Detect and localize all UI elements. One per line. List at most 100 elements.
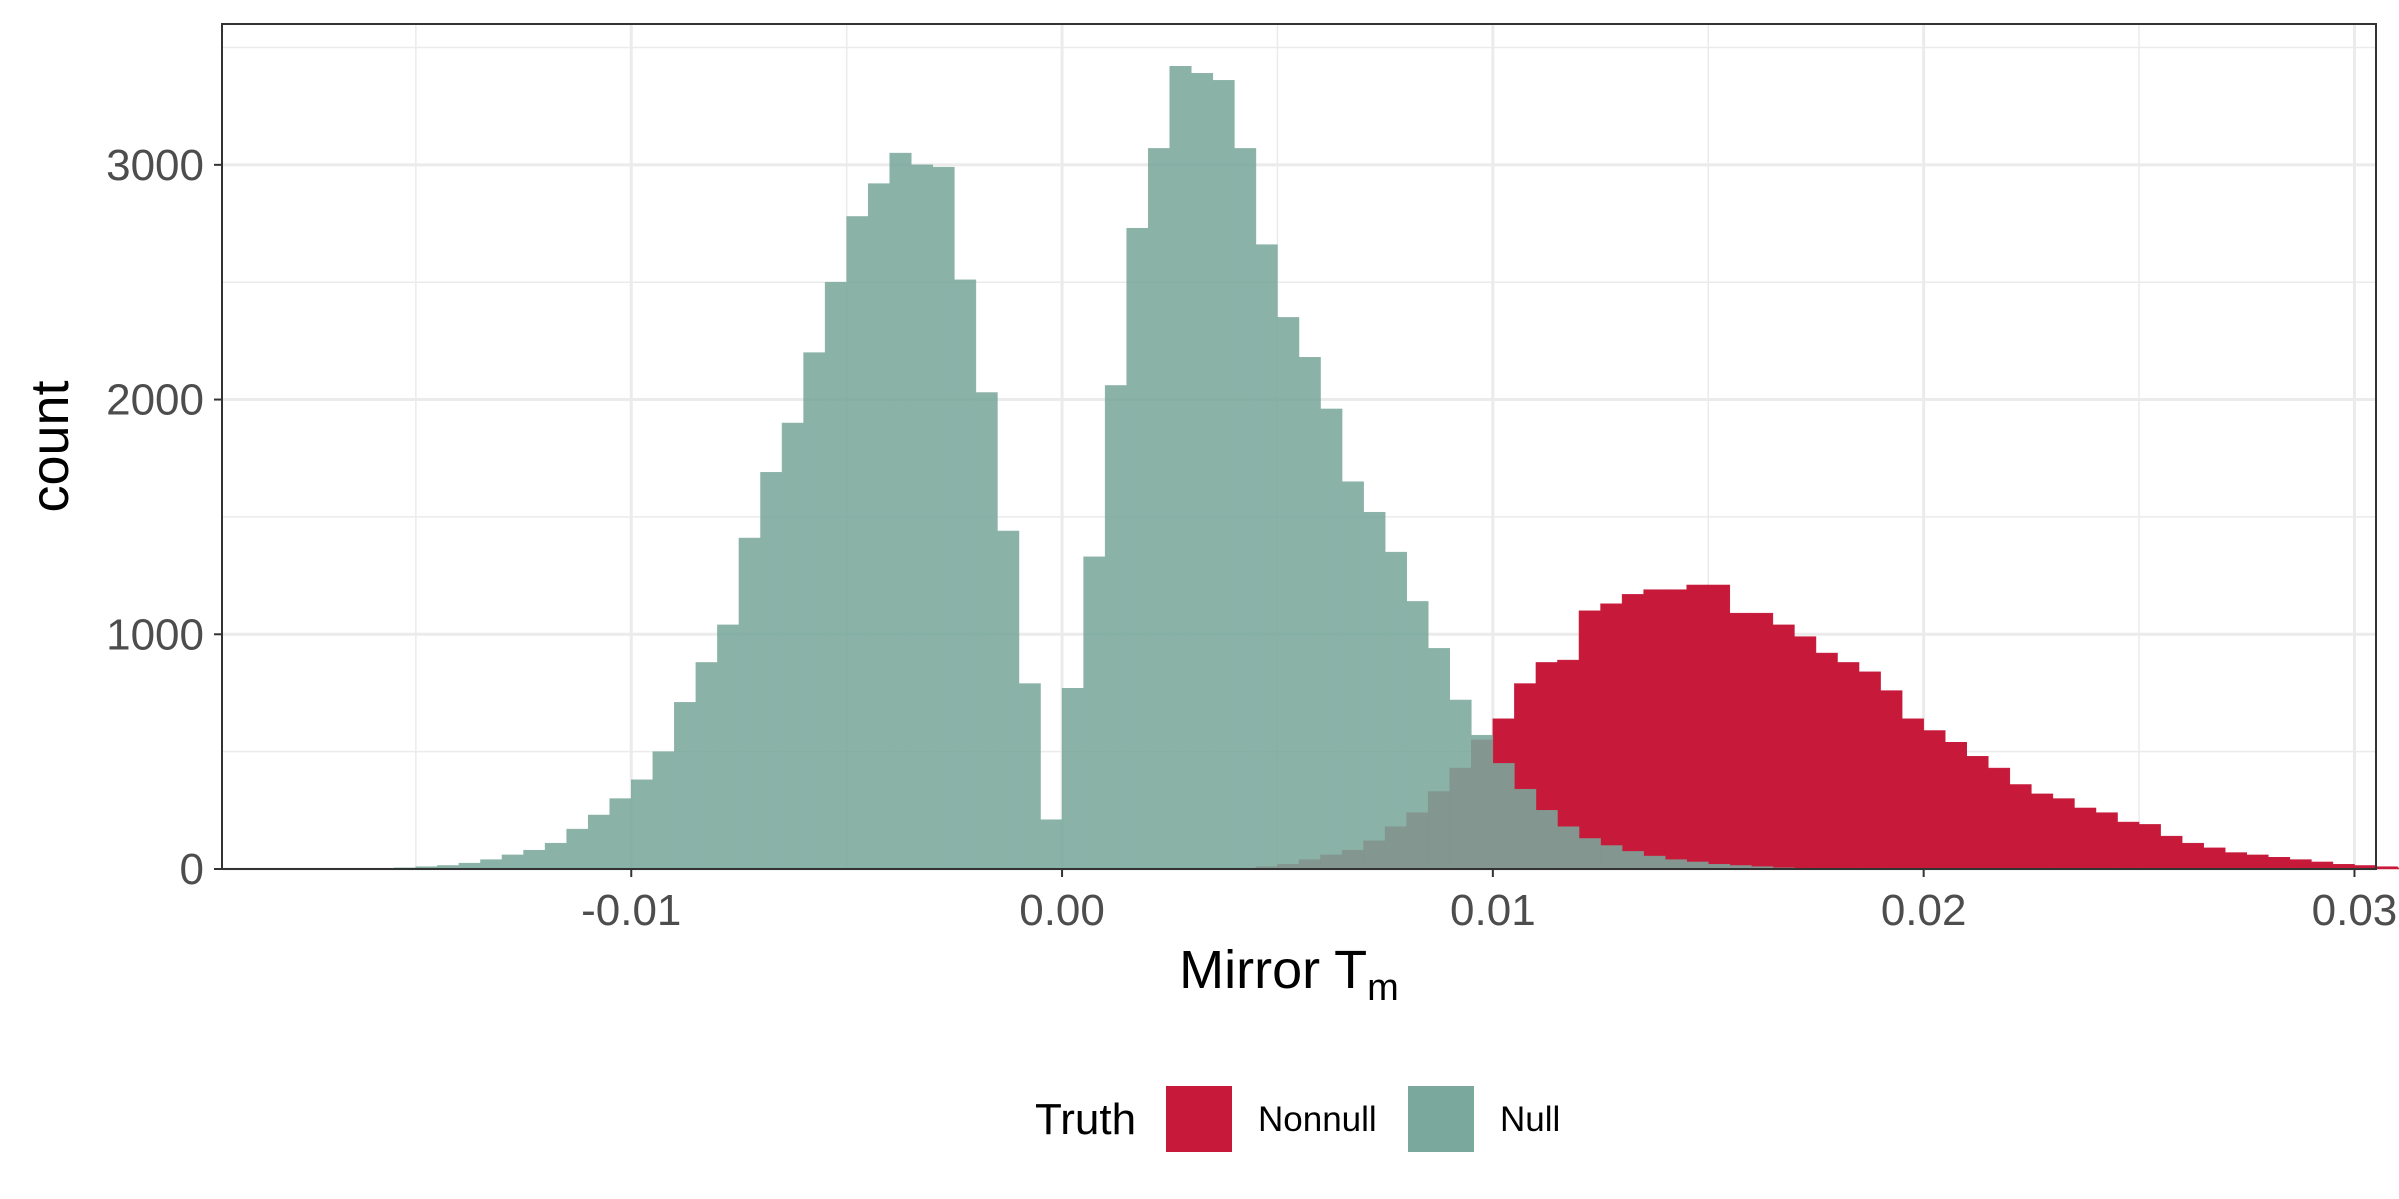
histogram-bar-null [1298,357,1321,870]
histogram-bar-null [523,849,546,870]
x-axis-title-main: Mirror T [1179,940,1367,1000]
x-tick-label: 0.00 [1019,886,1105,935]
histogram-bar-null [889,152,912,870]
histogram-bar-nonnull [2375,866,2398,870]
histogram-bar-nonnull [1966,756,1989,870]
histogram-bar-nonnull [1643,589,1666,870]
legend-title: Truth [1035,1095,1136,1144]
histogram-bar-nonnull [1708,584,1731,870]
histogram-bar-nonnull [1686,584,1709,870]
histogram-bars [394,66,2399,870]
plot-panel-border [221,23,2377,870]
histogram-bar-null [1104,385,1127,870]
histogram-bar-nonnull [1858,671,1881,870]
histogram-bar-nonnull [1621,594,1644,870]
y-tick-label: 2000 [106,376,204,425]
histogram-bar-null [501,854,524,870]
histogram-bar-null [1018,683,1041,870]
histogram-bar-nonnull [1772,624,1795,870]
histogram-bar-nonnull [1664,589,1687,870]
histogram-bar-null [738,537,761,870]
histogram-bar-nonnull [2311,861,2334,870]
histogram-bar-nonnull [2009,784,2032,870]
histogram-bar-nonnull [1815,652,1838,870]
histogram-bar-nonnull [1944,742,1967,870]
histogram-bar-nonnull [2138,824,2161,870]
histogram-bar-null [824,281,847,870]
y-axis-title: count [20,380,80,512]
axis-ticks: -0.01 0.00 0.01 0.02 0.03 0 1000 2000 3000 [106,141,2397,935]
histogram-bar-nonnull [2160,835,2183,870]
legend-key-nonnull [1166,1086,1232,1152]
histogram-bar-null [1147,148,1171,870]
histogram-bar-null [1471,734,1494,870]
histogram-bar-nonnull [1901,718,1924,870]
histogram-bar-null [846,216,869,870]
histogram-bar-nonnull [1923,730,1946,870]
histogram-bar-null [954,279,977,870]
histogram-bar-null [1040,819,1063,870]
histogram-bar-nonnull [1729,612,1752,870]
histogram-bar-nonnull [2074,807,2097,870]
histogram-bar-null [1578,838,1601,870]
histogram-bar-null [1384,551,1407,870]
histogram-bar-null [1234,148,1257,870]
histogram-bar-null [1406,601,1429,870]
histogram-bar-null [1320,408,1343,870]
histogram-bar-nonnull [2246,854,2269,870]
histogram-bar-nonnull [2181,842,2204,870]
histogram-bar-null [1449,699,1472,870]
histogram-bar-nonnull [1988,767,2011,870]
histogram-bar-null [911,164,934,870]
histogram-bar-nonnull [2052,798,2075,870]
x-tick-label: 0.03 [2312,886,2398,935]
histogram-bar-null [1341,481,1364,870]
histogram-bar-null [566,828,589,870]
histogram-bar-nonnull [2095,812,2118,870]
histogram-bar-null [480,859,503,870]
histogram-bar-null [1169,66,1192,870]
histogram-bar-null [1557,826,1580,870]
histogram-bar-null [781,422,804,870]
histogram-bar-null [1277,317,1300,870]
y-tick-label: 1000 [106,610,204,659]
histogram-bar-nonnull [1837,662,1860,870]
histogram-bar-null [1255,244,1278,870]
x-tick-label: -0.01 [581,886,681,935]
histogram-bar-null [1492,763,1515,870]
legend: Truth Nonnull Null [1035,1086,1560,1152]
histogram-bar-null [1061,688,1084,870]
y-tick-label: 3000 [106,141,204,190]
y-tick-label: 0 [180,845,204,894]
histogram-bar-null [1126,227,1149,870]
histogram-bar-null [1643,855,1666,870]
histogram-bar-nonnull [2031,793,2054,870]
legend-label-nonnull: Nonnull [1258,1100,1377,1139]
histogram-bar-null [997,530,1020,870]
histogram-bar-null [652,751,675,870]
histogram-bar-null [1363,511,1386,870]
histogram-bar-null [760,472,783,870]
histogram-bar-nonnull [2117,821,2140,870]
histogram-bar-nonnull [2289,859,2312,870]
x-tick-label: 0.02 [1881,886,1967,935]
histogram-bar-nonnull [2268,857,2291,870]
legend-label-null: Null [1500,1100,1560,1139]
histogram-bar-null [1535,810,1558,870]
histogram-bar-null [1621,851,1644,870]
histogram-bar-null [1686,861,1709,870]
histogram-bar-null [1664,859,1687,870]
histogram-bar-null [1191,73,1214,870]
histogram-bar-null [1083,556,1106,870]
histogram-bar-null [1427,648,1451,870]
histogram-bar-null [631,779,654,870]
x-axis-title: Mirror Tm [1179,940,1399,1009]
histogram-bar-null [587,814,610,870]
histogram-bar-nonnull [1794,636,1817,870]
histogram-bar-null [1514,788,1537,870]
histogram-bar-null [803,352,826,870]
histogram-bar-nonnull [2397,867,2399,870]
histogram-bar-null [1600,845,1623,870]
histogram-bar-null [609,798,632,870]
